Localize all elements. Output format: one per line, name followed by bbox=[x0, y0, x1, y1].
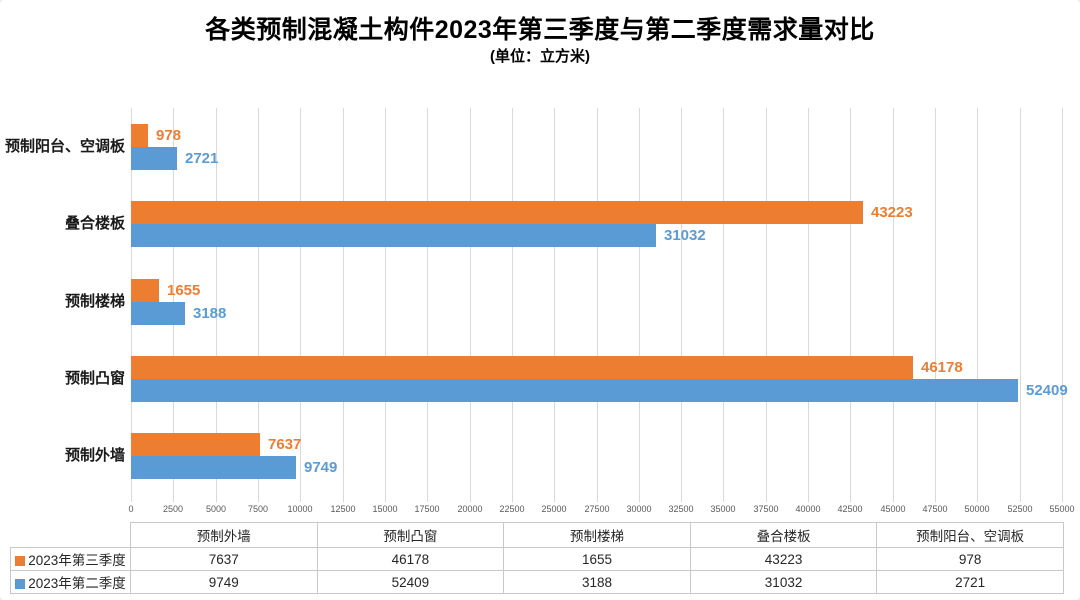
bar-2023年第二季度-预制楼梯 bbox=[131, 302, 185, 325]
gridline bbox=[639, 108, 640, 502]
gridline bbox=[427, 108, 428, 502]
table-row: 2023年第二季度 9749 52409 3188 31032 2721 bbox=[10, 570, 1064, 594]
plot-area: 978 2721 43223 31032 1655 3188 46178 52409 7637 9… bbox=[131, 108, 1068, 502]
category-label: 预制凸窗 bbox=[64, 370, 125, 387]
x-tick-label: 17500 bbox=[414, 504, 440, 514]
table-value-cell: 52409 bbox=[316, 570, 505, 594]
table-header-cell: 预制外墙 bbox=[130, 522, 318, 548]
bar-2023年第三季度-叠合楼板 bbox=[131, 201, 863, 224]
legend-cell: 2023年第三季度 bbox=[10, 547, 131, 571]
legend-color-swatch bbox=[15, 579, 26, 589]
legend-cell: 2023年第二季度 bbox=[10, 570, 131, 594]
gridline bbox=[258, 108, 259, 502]
gridline bbox=[1062, 108, 1063, 502]
table-value-cell: 1655 bbox=[503, 547, 691, 571]
gridline bbox=[977, 108, 978, 502]
value-label: 7637 bbox=[268, 436, 302, 453]
value-label: 3188 bbox=[193, 305, 227, 322]
category-label: 叠合楼板 bbox=[64, 215, 125, 232]
gridline bbox=[216, 108, 217, 502]
value-label: 1655 bbox=[167, 282, 201, 299]
x-tick-label: 45000 bbox=[880, 504, 906, 514]
table-header-cell: 预制凸窗 bbox=[316, 522, 505, 548]
table-value-cell: 43223 bbox=[689, 547, 878, 571]
x-tick-label: 37500 bbox=[753, 504, 779, 514]
table-value-cell: 46178 bbox=[316, 547, 505, 571]
x-tick-label: 15000 bbox=[372, 504, 398, 514]
x-tick-label: 40000 bbox=[795, 504, 821, 514]
bar-2023年第二季度-叠合楼板 bbox=[131, 224, 656, 247]
table-value-cell: 7637 bbox=[130, 547, 318, 571]
x-tick-label: 42500 bbox=[837, 504, 863, 514]
table-header-cell: 叠合楼板 bbox=[689, 522, 878, 548]
x-tick-label: 2500 bbox=[162, 504, 184, 514]
value-label: 978 bbox=[156, 127, 182, 144]
x-tick-label: 12500 bbox=[330, 504, 356, 514]
table-row: 2023年第三季度 7637 46178 1655 43223 978 bbox=[10, 547, 1064, 571]
x-tick-label: 20000 bbox=[457, 504, 483, 514]
value-label: 46178 bbox=[921, 359, 963, 376]
table-header-cell: 预制阳台、空调板 bbox=[876, 522, 1064, 548]
x-tick-label: 22500 bbox=[499, 504, 525, 514]
x-tick-label: 52500 bbox=[1007, 504, 1033, 514]
bar-2023年第二季度-预制阳台、空调板 bbox=[131, 147, 177, 170]
value-label: 2721 bbox=[185, 150, 219, 167]
table-header-row: 预制外墙 预制凸窗 预制楼梯 叠合楼板 预制阳台、空调板 bbox=[10, 522, 1064, 548]
value-label: 9749 bbox=[304, 459, 338, 476]
table-header-cell: 预制楼梯 bbox=[503, 522, 691, 548]
bar-2023年第三季度-预制凸窗 bbox=[131, 356, 913, 379]
gridline bbox=[850, 108, 851, 502]
x-tick-label: 35000 bbox=[710, 504, 736, 514]
gridline bbox=[766, 108, 767, 502]
x-tick-label: 27500 bbox=[584, 504, 610, 514]
bar-2023年第三季度-预制阳台、空调板 bbox=[131, 124, 148, 147]
legend-label: 2023年第二季度 bbox=[28, 576, 126, 591]
gridline bbox=[681, 108, 682, 502]
gridline bbox=[554, 108, 555, 502]
gridline bbox=[512, 108, 513, 502]
x-tick-label: 50000 bbox=[964, 504, 990, 514]
table-corner-cell bbox=[10, 522, 131, 548]
legend-label: 2023年第三季度 bbox=[28, 553, 126, 568]
bar-2023年第三季度-预制楼梯 bbox=[131, 279, 159, 302]
chart-subtitle: (单位：立方米) bbox=[490, 48, 590, 65]
value-label: 43223 bbox=[871, 204, 913, 221]
legend-color-swatch bbox=[15, 556, 26, 566]
table-value-cell: 9749 bbox=[130, 570, 318, 594]
x-tick-label: 30000 bbox=[626, 504, 652, 514]
gridline bbox=[893, 108, 894, 502]
x-tick-label: 55000 bbox=[1049, 504, 1075, 514]
table-value-cell: 2721 bbox=[876, 570, 1064, 594]
bar-2023年第二季度-预制凸窗 bbox=[131, 379, 1018, 402]
value-label: 52409 bbox=[1026, 382, 1068, 399]
gridline bbox=[935, 108, 936, 502]
table-value-cell: 978 bbox=[876, 547, 1064, 571]
x-tick-label: 5000 bbox=[205, 504, 227, 514]
bar-2023年第三季度-预制外墙 bbox=[131, 433, 260, 456]
gridline bbox=[1020, 108, 1021, 502]
data-table-with-legend: 预制外墙 预制凸窗 预制楼梯 叠合楼板 预制阳台、空调板 2023年第三季度 7637 461… bbox=[10, 522, 1064, 594]
table-value-cell: 31032 bbox=[689, 570, 878, 594]
category-label: 预制楼梯 bbox=[64, 293, 125, 310]
category-label: 预制外墙 bbox=[64, 447, 125, 464]
gridline bbox=[300, 108, 301, 502]
value-label: 31032 bbox=[664, 227, 706, 244]
gridline bbox=[723, 108, 724, 502]
x-tick-label: 32500 bbox=[668, 504, 694, 514]
x-tick-label: 47500 bbox=[922, 504, 948, 514]
bar-2023年第二季度-预制外墙 bbox=[131, 456, 296, 479]
x-tick-label: 25000 bbox=[541, 504, 567, 514]
table-value-cell: 3188 bbox=[503, 570, 691, 594]
chart-title: 各类预制混凝土构件2023年第三季度与第二季度需求量对比 bbox=[205, 16, 875, 44]
category-label: 预制阳台、空调板 bbox=[4, 138, 125, 155]
x-tick-label: 0 bbox=[128, 504, 134, 514]
gridline bbox=[597, 108, 598, 502]
gridline bbox=[808, 108, 809, 502]
gridline bbox=[385, 108, 386, 502]
x-tick-label: 10000 bbox=[287, 504, 313, 514]
gridline bbox=[470, 108, 471, 502]
gridline bbox=[343, 108, 344, 502]
x-tick-label: 7500 bbox=[247, 504, 269, 514]
